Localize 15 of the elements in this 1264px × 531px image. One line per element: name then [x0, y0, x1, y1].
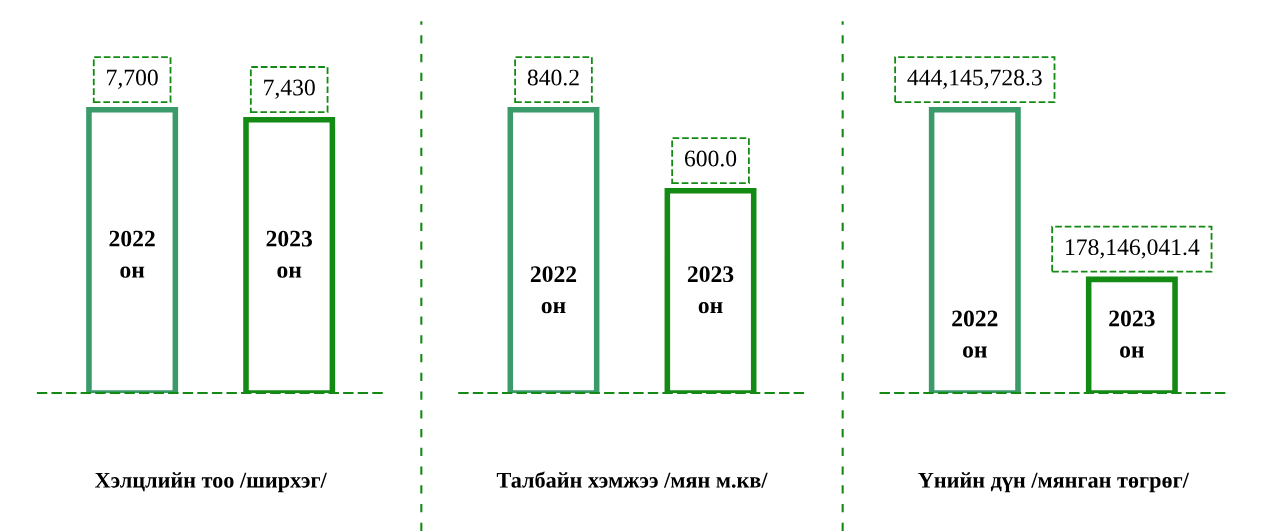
x-tick-label: 2022 он: [952, 310, 998, 358]
text: Хэлцлийн тоо /ширхэг/: [95, 472, 327, 493]
data-label: 7,430: [264, 79, 315, 99]
x-tick-label: 2022 он: [530, 266, 577, 314]
x-tick-label: 2023 он: [1109, 310, 1155, 358]
data-label: 444,145,728.3: [907, 69, 1042, 89]
text: Үнийн дүн /мянган төгрөг/: [918, 472, 1190, 493]
data-label: 840.2: [527, 69, 579, 86]
x-tick-label: 2023 он: [266, 230, 312, 278]
x-tick-label: 2022 он: [109, 230, 155, 278]
text: Талбайн хэмжээ /мян м.кв/: [496, 471, 768, 488]
data-label: 7,700: [107, 69, 158, 89]
x-tick-label: 2023 он: [687, 266, 734, 314]
data-label: 600.0: [684, 150, 737, 167]
data-label: 178,146,041.4: [1066, 239, 1200, 259]
